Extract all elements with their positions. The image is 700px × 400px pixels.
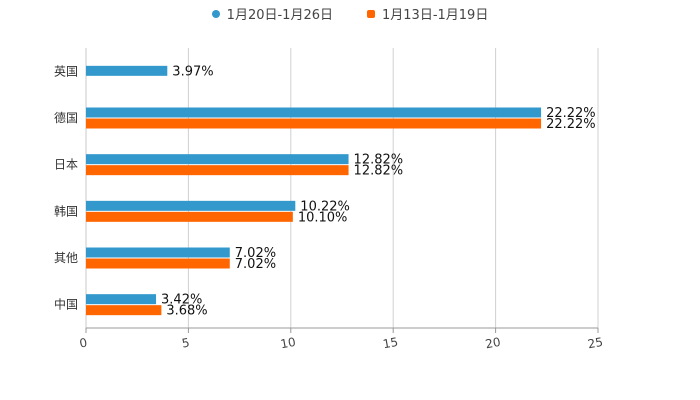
legend-label-series-2: 1月13日-1月19日 (382, 8, 489, 23)
data-label: 12.82% (354, 164, 404, 179)
legend-item-series-1[interactable]: 1月20日-1月26日 (211, 4, 333, 23)
legend: 1月20日-1月26日 1月13日-1月19日 (0, 4, 700, 23)
bar-series-2 (86, 118, 542, 129)
data-label: 10.10% (298, 210, 348, 225)
category-label: 日本 (54, 158, 78, 172)
data-label: 10.22% (300, 199, 350, 214)
legend-label-series-1: 1月20日-1月26日 (226, 8, 333, 23)
data-label: 3.42% (161, 293, 202, 308)
bar-series-1 (86, 65, 168, 76)
category-label: 德国 (54, 110, 78, 125)
x-tick-label: 20 (484, 335, 501, 351)
x-tick-label: 0 (78, 336, 88, 351)
bar-series-1 (86, 247, 230, 258)
data-label: 3.97% (172, 64, 213, 79)
bar-series-2 (86, 258, 230, 269)
bar-series-1 (86, 200, 296, 211)
data-label: 12.82% (354, 153, 404, 168)
category-label: 其他 (54, 251, 78, 265)
bar-series-2 (86, 211, 293, 222)
x-tick-label: 15 (382, 335, 399, 351)
category-label: 韩国 (54, 203, 78, 218)
data-label: 7.02% (235, 257, 276, 272)
bar-series-1 (86, 107, 542, 118)
category-label: 中国 (54, 297, 78, 312)
bar-series-1 (86, 294, 157, 305)
category-label: 英国 (54, 64, 78, 78)
bar-series-2 (86, 305, 162, 316)
data-label: 22.22% (546, 106, 596, 121)
legend-square-icon (367, 9, 375, 18)
legend-dot-icon (211, 9, 220, 18)
data-label: 22.22% (546, 117, 596, 132)
bar-series-1 (86, 154, 349, 165)
data-label: 7.02% (235, 246, 276, 261)
x-tick-label: 25 (587, 335, 604, 351)
legend-item-series-2[interactable]: 1月13日-1月19日 (367, 4, 488, 23)
bar-series-2 (86, 165, 349, 176)
data-label: 3.68% (166, 304, 207, 319)
x-tick-label: 5 (181, 336, 191, 351)
x-tick-label: 10 (279, 335, 296, 351)
